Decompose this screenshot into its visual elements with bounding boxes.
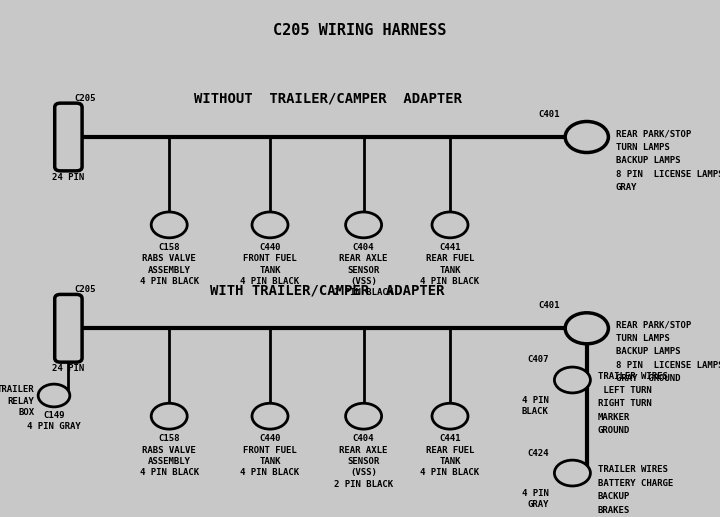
Text: C441: C441 [439, 434, 461, 443]
Circle shape [252, 212, 288, 238]
Text: C424: C424 [527, 449, 549, 458]
Text: C440: C440 [259, 243, 281, 252]
Text: C205: C205 [74, 94, 96, 103]
Text: REAR PARK/STOP: REAR PARK/STOP [616, 129, 691, 138]
Text: 24 PIN: 24 PIN [53, 364, 84, 373]
Text: BRAKES: BRAKES [598, 506, 630, 514]
Text: 4 PIN BLACK: 4 PIN BLACK [140, 468, 199, 477]
Text: TRAILER: TRAILER [0, 385, 35, 394]
Text: TURN LAMPS: TURN LAMPS [616, 143, 670, 151]
Text: SENSOR: SENSOR [348, 457, 379, 466]
Text: RABS VALVE: RABS VALVE [143, 446, 196, 454]
Text: BACKUP LAMPS: BACKUP LAMPS [616, 347, 680, 356]
Text: C404: C404 [353, 243, 374, 252]
Text: 4 PIN BLACK: 4 PIN BLACK [420, 468, 480, 477]
Text: WITH TRAILER/CAMPER  ADAPTER: WITH TRAILER/CAMPER ADAPTER [210, 283, 445, 297]
Text: C205 WIRING HARNESS: C205 WIRING HARNESS [274, 23, 446, 38]
Text: TANK: TANK [259, 266, 281, 275]
FancyBboxPatch shape [55, 103, 82, 171]
Circle shape [38, 384, 70, 407]
Circle shape [554, 367, 590, 393]
Text: ASSEMBLY: ASSEMBLY [148, 266, 191, 275]
Text: 4 PIN: 4 PIN [522, 489, 549, 497]
Text: TURN LAMPS: TURN LAMPS [616, 334, 670, 343]
Text: 4 PIN BLACK: 4 PIN BLACK [240, 277, 300, 286]
Text: RIGHT TURN: RIGHT TURN [598, 399, 652, 408]
Circle shape [252, 403, 288, 429]
Text: BACKUP: BACKUP [598, 492, 630, 501]
Text: LEFT TURN: LEFT TURN [598, 386, 652, 394]
Circle shape [432, 403, 468, 429]
Text: 4 PIN GRAY: 4 PIN GRAY [27, 422, 81, 431]
Text: REAR FUEL: REAR FUEL [426, 446, 474, 454]
Circle shape [565, 313, 608, 344]
Text: WITHOUT  TRAILER/CAMPER  ADAPTER: WITHOUT TRAILER/CAMPER ADAPTER [194, 92, 462, 106]
Text: GRAY: GRAY [616, 183, 637, 192]
Circle shape [151, 403, 187, 429]
Text: ASSEMBLY: ASSEMBLY [148, 457, 191, 466]
Text: (VSS): (VSS) [350, 468, 377, 477]
Text: REAR FUEL: REAR FUEL [426, 254, 474, 263]
Text: 2 PIN BLACK: 2 PIN BLACK [334, 480, 393, 489]
Text: 4 PIN BLACK: 4 PIN BLACK [240, 468, 300, 477]
Text: REAR PARK/STOP: REAR PARK/STOP [616, 321, 691, 329]
Text: (VSS): (VSS) [350, 277, 377, 286]
Text: C404: C404 [353, 434, 374, 443]
Text: REAR AXLE: REAR AXLE [339, 446, 388, 454]
Text: 24 PIN: 24 PIN [53, 173, 84, 182]
Circle shape [565, 121, 608, 153]
Circle shape [346, 212, 382, 238]
Text: GRAY  GROUND: GRAY GROUND [616, 374, 680, 383]
Text: C205: C205 [74, 285, 96, 295]
Text: GROUND: GROUND [598, 426, 630, 435]
Text: TANK: TANK [259, 457, 281, 466]
Text: C401: C401 [538, 110, 559, 119]
Text: BOX: BOX [19, 408, 35, 417]
Circle shape [151, 212, 187, 238]
Text: 4 PIN BLACK: 4 PIN BLACK [420, 277, 480, 286]
Text: RELAY: RELAY [8, 397, 35, 405]
Text: C407: C407 [527, 356, 549, 364]
Circle shape [346, 403, 382, 429]
Text: MARKER: MARKER [598, 413, 630, 421]
FancyBboxPatch shape [55, 295, 82, 362]
Text: FRONT FUEL: FRONT FUEL [243, 254, 297, 263]
Circle shape [432, 212, 468, 238]
Text: C158: C158 [158, 243, 180, 252]
Text: C440: C440 [259, 434, 281, 443]
Text: BLACK: BLACK [522, 407, 549, 416]
Text: TANK: TANK [439, 457, 461, 466]
Text: SENSOR: SENSOR [348, 266, 379, 275]
Text: C158: C158 [158, 434, 180, 443]
Text: TANK: TANK [439, 266, 461, 275]
Text: FRONT FUEL: FRONT FUEL [243, 446, 297, 454]
Text: 8 PIN  LICENSE LAMPS: 8 PIN LICENSE LAMPS [616, 170, 720, 178]
Text: GRAY: GRAY [527, 500, 549, 509]
Text: TRAILER WIRES: TRAILER WIRES [598, 465, 667, 474]
Text: 2 PIN BLACK: 2 PIN BLACK [334, 288, 393, 297]
Text: C401: C401 [538, 301, 559, 310]
Text: C441: C441 [439, 243, 461, 252]
Text: REAR AXLE: REAR AXLE [339, 254, 388, 263]
Text: C149: C149 [43, 411, 65, 420]
Circle shape [554, 460, 590, 486]
Text: BACKUP LAMPS: BACKUP LAMPS [616, 156, 680, 165]
Text: 4 PIN: 4 PIN [522, 396, 549, 404]
Text: 8 PIN  LICENSE LAMPS: 8 PIN LICENSE LAMPS [616, 361, 720, 370]
Text: TRAILER WIRES: TRAILER WIRES [598, 372, 667, 381]
Text: BATTERY CHARGE: BATTERY CHARGE [598, 479, 673, 488]
Text: 4 PIN BLACK: 4 PIN BLACK [140, 277, 199, 286]
Text: RABS VALVE: RABS VALVE [143, 254, 196, 263]
